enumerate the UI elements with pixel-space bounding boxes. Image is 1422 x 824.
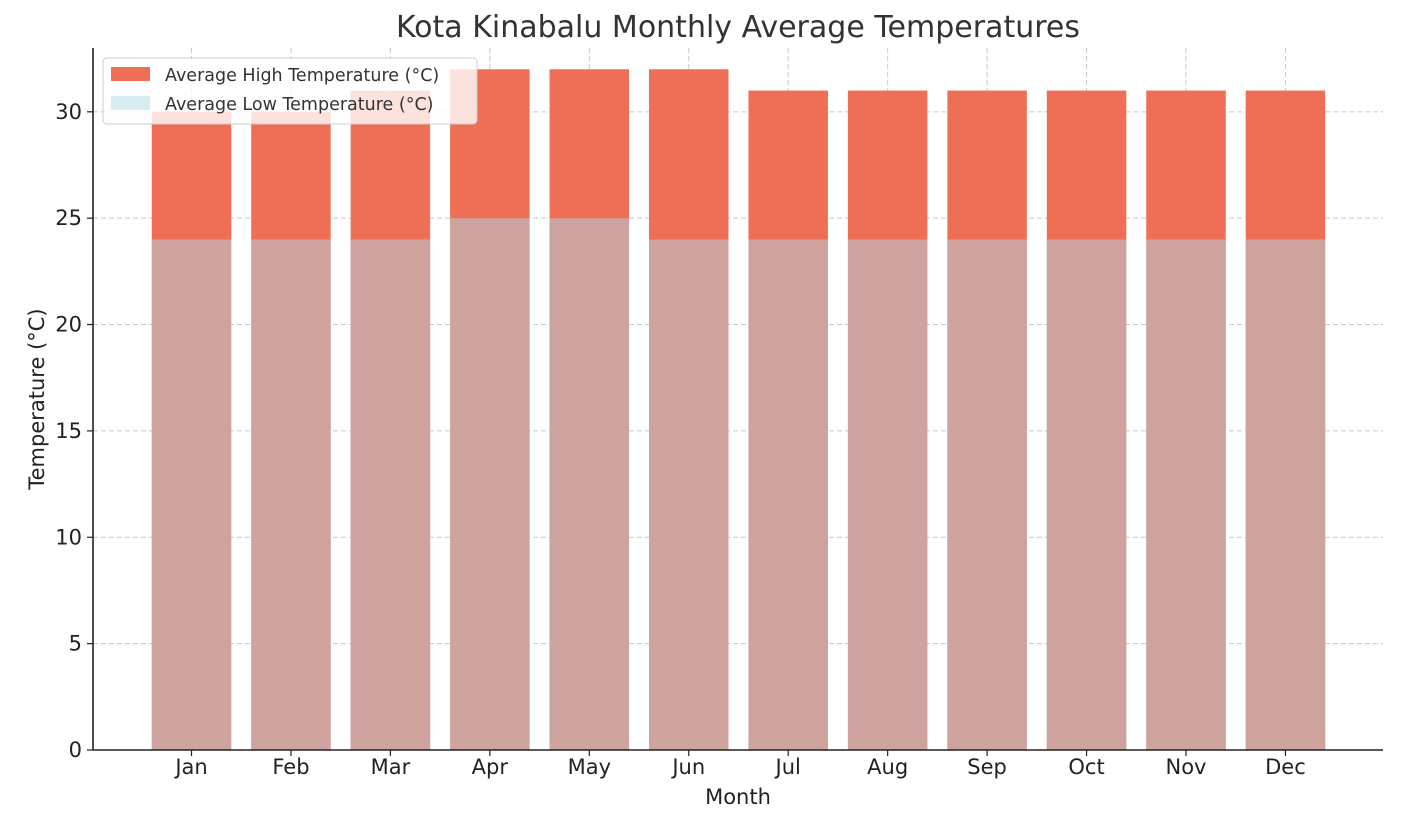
y-tick-label: 25 — [55, 206, 82, 230]
y-tick-label: 15 — [55, 419, 82, 443]
bar-low-jan — [151, 239, 232, 751]
x-tick-label: Oct — [1068, 755, 1104, 779]
y-tick-label: 0 — [69, 738, 82, 762]
x-tick-label: Nov — [1166, 755, 1207, 779]
x-tick-label: Jul — [774, 755, 801, 779]
bar-low-apr — [450, 218, 530, 750]
legend-swatch-high — [111, 67, 150, 81]
bar-low-feb — [251, 239, 331, 751]
bar-low-mar — [350, 239, 431, 751]
y-axis-ticks: 0 5 10 15 20 25 30 — [55, 100, 93, 762]
x-tick-label: Feb — [272, 755, 309, 779]
y-tick-label: 5 — [69, 632, 82, 656]
bar-low-aug — [847, 239, 928, 751]
low-series — [151, 218, 1326, 751]
x-axis-ticks: Jan Feb Mar Apr May Jun Jul Aug Sep Oct Nov Dec — [173, 750, 1306, 779]
bar-low-oct — [1046, 239, 1127, 751]
x-tick-label: Jan — [173, 755, 207, 779]
bar-low-nov — [1146, 239, 1226, 751]
legend-label-high: Average High Temperature (°C) — [165, 66, 439, 86]
x-tick-label: Jun — [670, 755, 705, 779]
chart-title: Kota Kinabalu Monthly Average Temperatur… — [396, 10, 1080, 45]
x-tick-label: Dec — [1265, 755, 1306, 779]
x-tick-label: Sep — [967, 755, 1007, 779]
x-tick-label: Mar — [371, 755, 411, 779]
x-tick-label: May — [568, 755, 611, 779]
bar-low-sep — [947, 239, 1027, 751]
legend-box — [102, 57, 478, 125]
legend-label-low: Average Low Temperature (°C) — [165, 95, 434, 115]
y-axis-label: Temperature (°C) — [25, 308, 49, 490]
bar-low-may — [549, 218, 630, 750]
bar-low-jul — [748, 239, 828, 751]
bar-low-dec — [1245, 239, 1326, 751]
x-tick-label: Apr — [472, 755, 509, 779]
y-tick-label: 30 — [55, 100, 82, 124]
x-axis-label: Month — [705, 785, 771, 809]
legend-swatch-low — [111, 96, 150, 110]
legend: Average High Temperature (°C) Average Lo… — [102, 57, 478, 125]
x-tick-label: Aug — [867, 755, 908, 779]
y-tick-label: 10 — [55, 525, 82, 549]
y-tick-label: 20 — [55, 313, 82, 337]
bar-low-jun — [649, 239, 729, 751]
